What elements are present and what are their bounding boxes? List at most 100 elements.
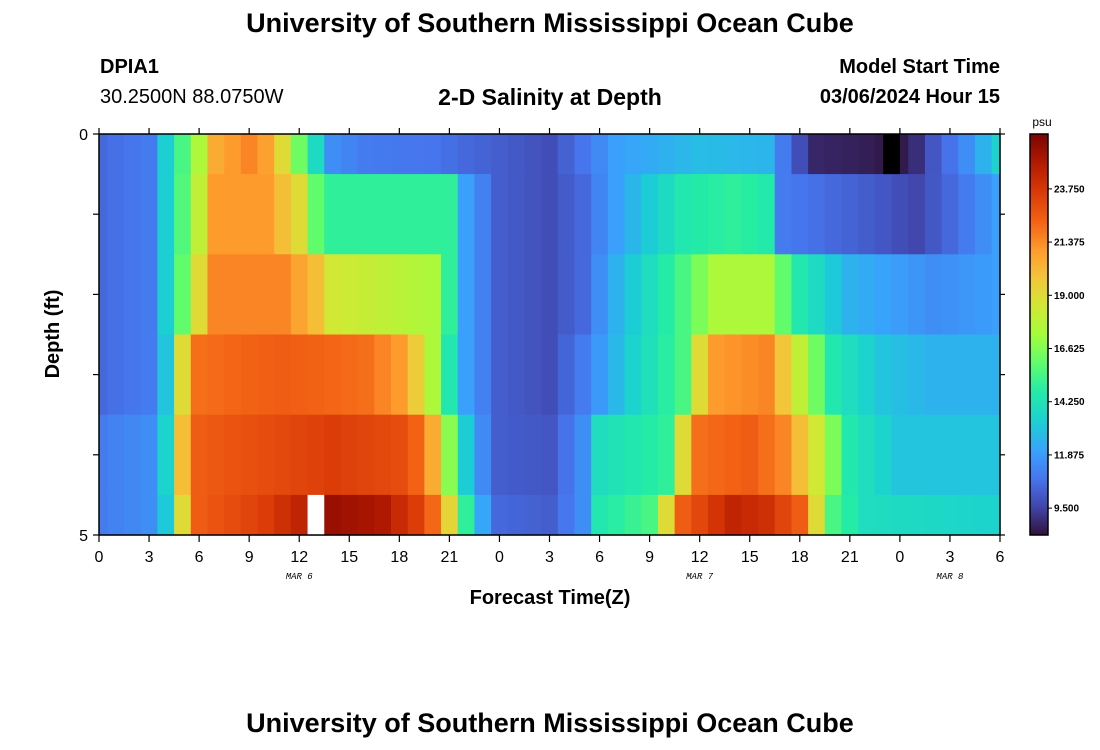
heatmap-cell: [324, 414, 342, 496]
heatmap-cell: [607, 494, 626, 536]
heatmap-cell: [324, 494, 342, 536]
heatmap-cell: [390, 334, 409, 416]
heatmap-cell: [407, 494, 425, 536]
heatmap-cell: [357, 414, 375, 496]
heatmap-cell: [841, 414, 859, 496]
heatmap-cell: [541, 494, 559, 536]
heatmap-cell: [991, 254, 1001, 336]
heatmap-cell: [140, 334, 158, 416]
heatmap-cell: [340, 254, 359, 336]
heatmap-cell: [224, 414, 242, 496]
heatmap-cell: [941, 174, 959, 255]
heatmap-cell: [557, 414, 576, 496]
heatmap-cell: [541, 414, 559, 496]
heatmap-cell: [958, 174, 976, 255]
heatmap-cell: [441, 334, 459, 416]
heatmap-cell: [541, 134, 559, 175]
heatmap-cell: [941, 334, 959, 416]
day-label: MAR 8: [936, 572, 964, 582]
heatmap-cell: [958, 414, 976, 496]
heatmap-cell: [774, 334, 793, 416]
heatmap-cell: [290, 334, 309, 416]
heatmap-cell: [708, 254, 726, 336]
heatmap-cell: [891, 414, 909, 496]
heatmap-cell: [157, 174, 175, 255]
heatmap-cell: [991, 134, 1001, 175]
heatmap-cell: [457, 494, 476, 536]
heatmap-cell: [174, 254, 192, 336]
heatmap-cell: [824, 494, 843, 536]
heatmap-cell: [941, 134, 959, 175]
heatmap-cell: [274, 414, 292, 496]
heatmap-cell: [491, 134, 509, 175]
heatmap-cell: [574, 414, 592, 496]
heatmap-cell: [591, 494, 609, 536]
heatmap-cell: [357, 254, 375, 336]
heatmap-cell: [124, 254, 142, 336]
heatmap-cell: [841, 334, 859, 416]
heatmap-cell: [758, 134, 776, 175]
heatmap-cell: [474, 134, 492, 175]
heatmap-cell: [374, 334, 392, 416]
colorbar-unit: psu: [1032, 115, 1051, 129]
missing-cell: [307, 494, 325, 535]
footer-title: University of Southern Mississippi Ocean…: [246, 708, 854, 738]
heatmap-cell: [99, 254, 108, 336]
heatmap-cell: [724, 134, 742, 175]
heatmap-cell: [624, 494, 642, 536]
heatmap-cell: [507, 334, 526, 416]
heatmap-cell: [107, 494, 125, 536]
x-tick-label: 21: [841, 549, 859, 566]
heatmap-cell: [407, 254, 425, 336]
heatmap-cell: [507, 414, 526, 496]
heatmap-cell: [641, 254, 659, 336]
heatmap-cell: [274, 254, 292, 336]
heatmap-cell: [357, 334, 375, 416]
heatmap-cell: [891, 254, 909, 336]
heatmap-cell: [474, 494, 492, 536]
heatmap-cell: [307, 174, 325, 255]
heatmap-cell: [307, 254, 325, 336]
heatmap-cell: [457, 334, 476, 416]
heatmap-cell: [174, 494, 192, 536]
heatmap-cell: [708, 494, 726, 536]
heatmap-cell: [657, 254, 676, 336]
heatmap-cell: [824, 254, 843, 336]
heatmap-cell: [441, 494, 459, 536]
heatmap-cell: [274, 134, 292, 175]
heatmap-cell: [974, 254, 993, 336]
heatmap-cell: [324, 134, 342, 175]
heatmap-cell: [407, 414, 425, 496]
heatmap-cell: [491, 254, 509, 336]
x-tick-label: 0: [895, 549, 904, 566]
x-tick-label: 0: [95, 549, 104, 566]
heatmap-cell: [357, 134, 375, 175]
colorbar-tick-label: 9.500: [1054, 504, 1079, 515]
heatmap-cell: [841, 254, 859, 336]
heatmap-cell: [708, 334, 726, 416]
heatmap-cell: [140, 254, 158, 336]
heatmap-cell: [207, 414, 225, 496]
heatmap-cell: [758, 494, 776, 536]
heatmap-cell: [908, 174, 926, 255]
heatmap-cell: [824, 334, 843, 416]
heatmap-cell: [190, 414, 209, 496]
heatmap-cell: [290, 414, 309, 496]
heatmap-cell: [99, 414, 108, 496]
heatmap-cell: [774, 414, 793, 496]
colorbar-tick-label: 21.375: [1054, 238, 1085, 249]
heatmap-cell: [174, 414, 192, 496]
heatmap-cell: [791, 134, 809, 175]
heatmap-cell: [908, 254, 926, 336]
heatmap-cell: [140, 134, 158, 175]
heatmap-cell: [374, 494, 392, 536]
heatmap-cell: [541, 174, 559, 255]
heatmap-cell: [824, 134, 843, 175]
heatmap-cell: [307, 134, 325, 175]
day-label: MAR 7: [686, 572, 714, 582]
heatmap-cell: [591, 174, 609, 255]
x-tick-label: 15: [340, 549, 358, 566]
heatmap-cell: [657, 414, 676, 496]
y-tick-label: 5: [79, 528, 88, 545]
heatmap-cell: [174, 134, 192, 175]
